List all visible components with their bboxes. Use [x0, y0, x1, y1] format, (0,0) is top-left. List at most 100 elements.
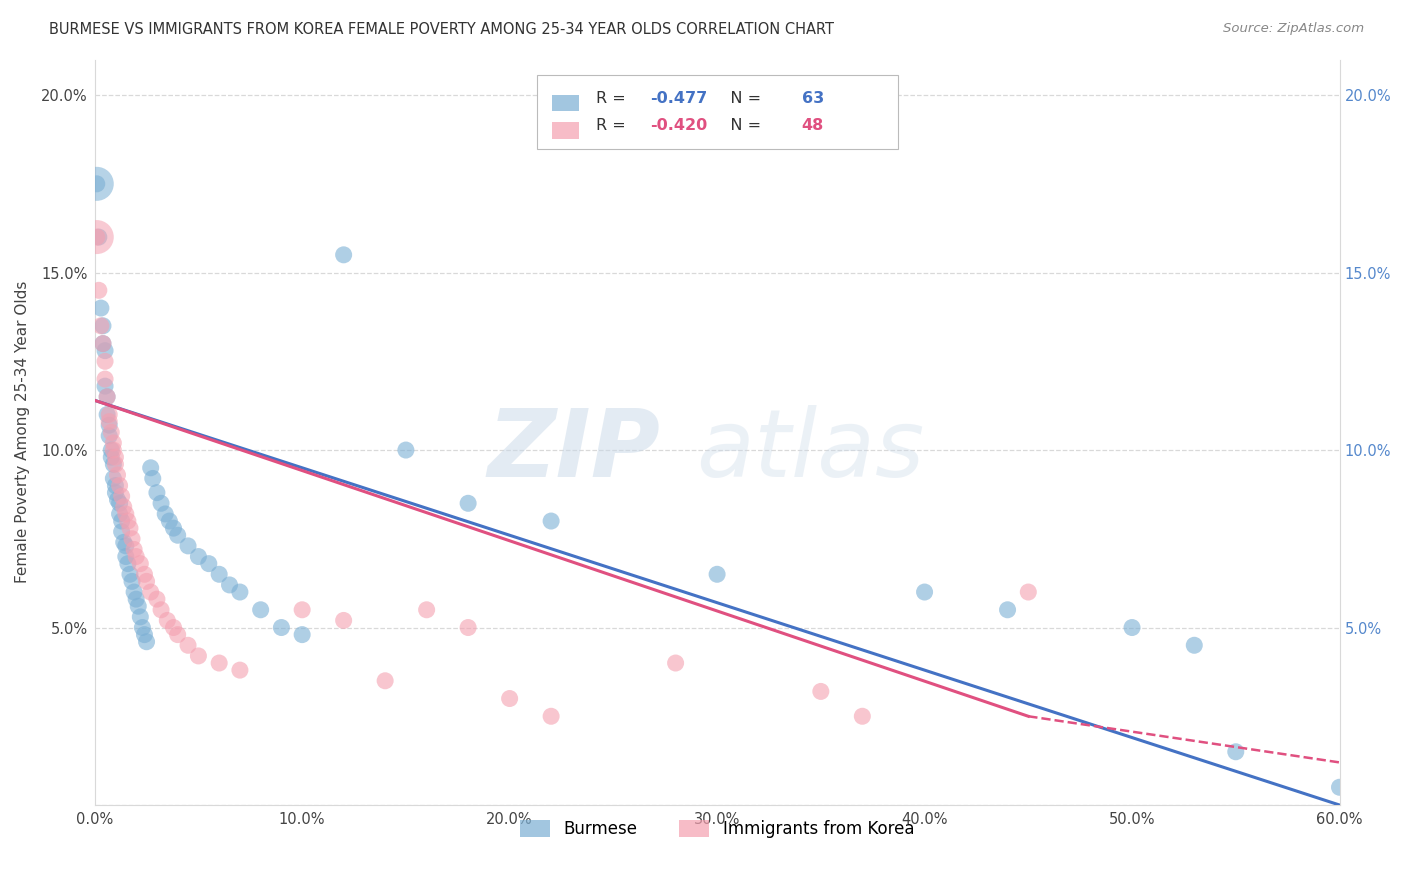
Point [146, 592, 169, 607]
Point [142, 471, 165, 485]
Point [111, 524, 134, 539]
Point [94, 354, 117, 368]
Point [122, 585, 145, 599]
Point [111, 514, 134, 528]
Point [150, 603, 173, 617]
Point [706, 567, 728, 582]
Point [91, 318, 114, 333]
Point [135, 634, 157, 648]
Point [125, 549, 148, 564]
Point [112, 500, 135, 514]
Point [100, 443, 122, 458]
Point [117, 557, 139, 571]
Point [997, 603, 1019, 617]
Point [111, 489, 134, 503]
Text: R =: R = [596, 91, 631, 106]
Point [127, 599, 149, 614]
Point [100, 425, 122, 440]
Text: N =: N = [714, 119, 766, 134]
Point [118, 521, 141, 535]
Point [86, 177, 108, 191]
Point [540, 514, 562, 528]
Point [914, 585, 936, 599]
Point [91, 336, 114, 351]
Point [157, 514, 180, 528]
Point [90, 318, 112, 333]
Point [96, 390, 118, 404]
Text: -0.420: -0.420 [650, 119, 707, 134]
Point [1017, 585, 1039, 599]
Point [150, 496, 173, 510]
Point [117, 514, 139, 528]
Point [187, 549, 209, 564]
Legend: Burmese, Immigrants from Korea: Burmese, Immigrants from Korea [513, 814, 921, 845]
Point [162, 621, 184, 635]
Point [457, 621, 479, 635]
Point [90, 301, 112, 315]
Text: 63: 63 [801, 91, 824, 106]
Point [87, 283, 110, 297]
Point [156, 614, 179, 628]
Point [332, 248, 354, 262]
Bar [537, 75, 897, 149]
Point [197, 557, 219, 571]
Text: 48: 48 [801, 119, 824, 134]
Point [166, 528, 188, 542]
Point [118, 567, 141, 582]
Point [332, 614, 354, 628]
Point [1182, 638, 1205, 652]
Point [86, 230, 108, 244]
Point [208, 656, 231, 670]
Y-axis label: Female Poverty Among 25-34 Year Olds: Female Poverty Among 25-34 Year Olds [15, 281, 30, 583]
Point [129, 610, 152, 624]
Point [98, 408, 121, 422]
Point [291, 627, 314, 641]
Point [91, 336, 114, 351]
Point [112, 535, 135, 549]
Point [108, 478, 131, 492]
Point [229, 663, 252, 677]
Point [146, 485, 169, 500]
Point [395, 443, 418, 458]
Point [187, 648, 209, 663]
Point [107, 492, 129, 507]
Point [155, 507, 177, 521]
Point [86, 230, 108, 244]
Point [94, 343, 117, 358]
Point [125, 592, 148, 607]
Point [114, 549, 136, 564]
Point [114, 539, 136, 553]
Text: R =: R = [596, 119, 631, 134]
Point [177, 638, 200, 652]
Point [98, 429, 121, 443]
Point [96, 408, 118, 422]
Point [129, 557, 152, 571]
Point [374, 673, 396, 688]
Point [104, 450, 127, 465]
Point [94, 379, 117, 393]
Point [229, 585, 252, 599]
Text: -0.477: -0.477 [650, 91, 707, 106]
Point [98, 418, 121, 433]
Text: Source: ZipAtlas.com: Source: ZipAtlas.com [1223, 22, 1364, 36]
Point [103, 443, 125, 458]
Point [108, 496, 131, 510]
Point [87, 230, 110, 244]
Point [1225, 745, 1247, 759]
Text: ZIP: ZIP [488, 405, 661, 497]
Point [498, 691, 520, 706]
Point [810, 684, 832, 698]
Point [134, 627, 156, 641]
Text: BURMESE VS IMMIGRANTS FROM KOREA FEMALE POVERTY AMONG 25-34 YEAR OLDS CORRELATIO: BURMESE VS IMMIGRANTS FROM KOREA FEMALE … [49, 22, 834, 37]
Text: N =: N = [714, 91, 766, 106]
Point [108, 507, 131, 521]
Point [1121, 621, 1143, 635]
Point [122, 542, 145, 557]
Point [162, 521, 184, 535]
Point [139, 460, 162, 475]
Bar [551, 122, 579, 138]
Bar [551, 95, 579, 111]
Point [134, 567, 156, 582]
Point [291, 603, 314, 617]
Point [139, 585, 162, 599]
